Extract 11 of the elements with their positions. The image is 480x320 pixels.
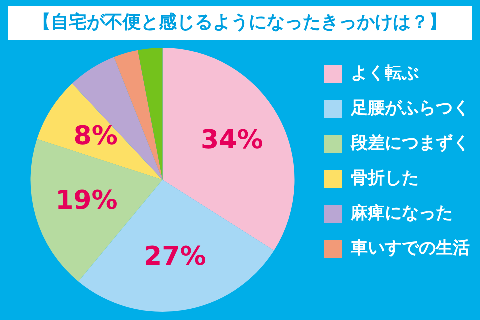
data-label: 8% [74,121,118,152]
legend-label: 骨折した [351,168,419,188]
legend-label: 足腰がふらつく [350,98,470,118]
chart-title: 【自宅が不便と感じるようになったきっかけは？】 [8,6,472,40]
data-label: 34% [201,126,264,156]
data-label: 19% [56,186,118,216]
legend-label: 段差につまずく [350,133,470,154]
data-label: 27% [144,242,206,272]
legend-label: 麻痺になった [350,203,453,224]
legend-label: よく転ぶ [351,63,419,84]
legend-label: 車いすでの生活 [350,238,470,258]
